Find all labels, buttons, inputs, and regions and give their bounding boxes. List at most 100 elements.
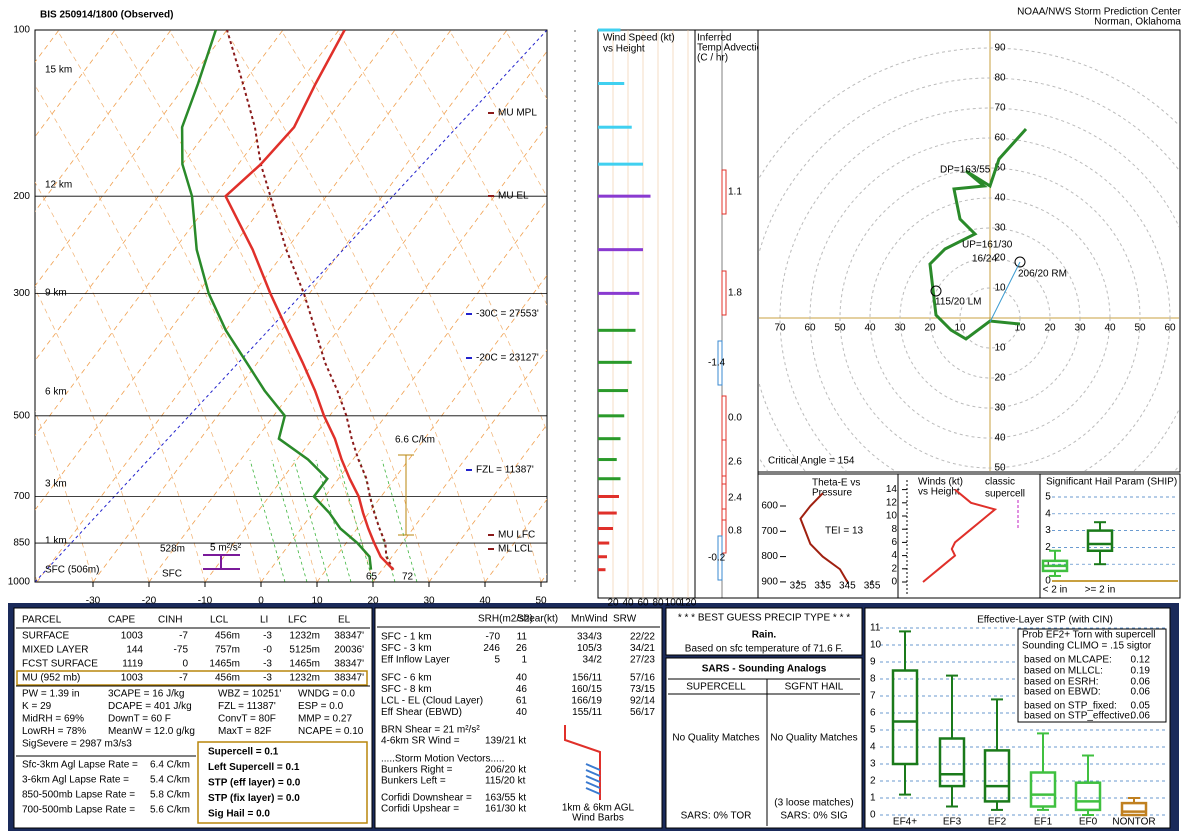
kin-cell: 34/21	[630, 643, 655, 654]
wind-bar	[598, 568, 606, 572]
barb-6km	[585, 763, 601, 771]
wh-title: Winds (kt)	[918, 477, 963, 488]
dry-adiabat	[35, 287, 150, 582]
hodo-ring-label: 60	[804, 323, 816, 334]
wind-bar	[598, 541, 610, 545]
wh-tag: supercell	[985, 489, 1025, 500]
hodo-ring-label: 40	[1104, 323, 1116, 334]
skewt-frame	[34, 29, 548, 583]
motion-name: Corfidi Upshear =	[381, 804, 459, 815]
wind-title: Wind Speed (kt)	[603, 33, 675, 44]
advection-bar	[721, 475, 727, 521]
kin-name: SFC - 6 km	[381, 673, 432, 684]
box-body	[891, 669, 919, 766]
stp-prob: Sounding CLIMO = .15 sigtor	[1022, 641, 1152, 652]
parcel-cell: 1119	[122, 659, 143, 670]
thetae-xlabel: 345	[839, 581, 856, 592]
stp-category: NONTOR	[1112, 817, 1155, 828]
parcel-cell: 38347'	[334, 631, 364, 642]
pressure-label: 500	[13, 410, 30, 421]
sars-panel	[665, 657, 863, 829]
hodo-ring-label: 60	[1164, 323, 1176, 334]
index-value: PW = 1.39 in	[22, 689, 80, 700]
sars-title: SARS - Sounding Analogs	[702, 664, 827, 675]
hodo-ring-label: 40	[994, 433, 1006, 444]
advection-bar	[717, 535, 723, 581]
hodo-ring	[759, 77, 1179, 471]
kin-header: MnWind	[571, 614, 608, 625]
parcel-cell: -3	[263, 673, 272, 684]
advection-value: -1.4	[708, 358, 726, 369]
hodo-ring-label: 50	[994, 463, 1006, 474]
stp-ylabel: 8	[870, 674, 876, 685]
kin-cell: 246	[483, 643, 500, 654]
height-label: 1 km	[45, 536, 67, 547]
ship-ylabel: 1	[1045, 559, 1051, 570]
wind-tick: 60	[637, 598, 649, 609]
composite-index: Sig Hail = 0.0	[208, 809, 270, 820]
temp-label: 10	[311, 596, 323, 607]
precip-panel	[665, 607, 863, 656]
storm-lm	[930, 285, 942, 297]
mu-highlight	[16, 670, 368, 686]
org: NOAA/NWS Storm Prediction Center	[1017, 7, 1182, 18]
index-value: DownT = 60 F	[108, 714, 171, 725]
hodo-ring	[839, 167, 1141, 469]
motion-name: Bunkers Right =	[381, 765, 453, 776]
stp-ylabel: 5	[870, 725, 876, 736]
stp-ylabel: 4	[870, 742, 876, 753]
kin-cell: 57/16	[630, 673, 655, 684]
parcel-cell: -7	[179, 673, 188, 684]
motion-value: 206/20 kt	[485, 765, 526, 776]
height-label: 6 km	[45, 387, 67, 398]
parcel-cell: -3	[263, 631, 272, 642]
wind-bar	[598, 437, 621, 441]
eff-top: 528m	[160, 544, 185, 555]
parcel-cell: 38347'	[334, 673, 364, 684]
wh-ylabel: 6	[891, 537, 897, 548]
hodo-ring-label: 30	[994, 403, 1006, 414]
advection-value: 0.0	[728, 413, 742, 424]
dry-adiabat	[224, 30, 486, 582]
dry-adiabat	[56, 30, 318, 582]
lapse-name: 850-500mb Lapse Rate =	[22, 790, 135, 801]
stp-based-value: 0.06	[1131, 677, 1151, 688]
kin-name: SFC - 3 km	[381, 643, 432, 654]
wh-ylabel: 14	[886, 484, 898, 495]
index-value: ConvT = 80F	[218, 714, 276, 725]
advection-value: 0.8	[728, 526, 742, 537]
kin-cell: 22/22	[630, 632, 655, 643]
lapse-value: 5.6 C/km	[150, 805, 190, 816]
sars-match: No Quality Matches	[770, 733, 857, 744]
sfc-dew: 65	[366, 572, 378, 583]
lapse-value: 5.4 C/km	[150, 775, 190, 786]
motion-name: Corfidi Downshear =	[381, 793, 472, 804]
kin-cell: 156/11	[572, 673, 602, 684]
kin-cell: 1	[521, 655, 527, 666]
sars-result: SARS: 0% TOR	[681, 811, 752, 822]
stp-category: EF1	[1034, 817, 1053, 828]
level-label: MU LFC	[498, 530, 535, 541]
stp-based: based on STP_effective:	[1024, 711, 1133, 722]
hodo-ring-label: 70	[774, 323, 786, 334]
temp-label: -20	[142, 596, 157, 607]
kin-cell: 26	[516, 643, 528, 654]
ship-ylabel: 4	[1045, 508, 1051, 519]
parcel-cell: 5125m	[289, 645, 320, 656]
stp-prob: Prob EF2+ Torn with supercell	[1022, 630, 1156, 641]
sr-wind: 4-6km SR Wind =	[381, 736, 460, 747]
sfc-temp: 72	[402, 572, 414, 583]
stp-category: EF4+	[893, 817, 917, 828]
kin-cell: 27/23	[630, 655, 655, 666]
kin-header: SRH(m2/s2)	[478, 614, 533, 625]
parcel-cell: 20036'	[334, 645, 364, 656]
index-value: FZL = 11387'	[218, 701, 276, 712]
wind-bar	[598, 458, 617, 462]
stp-ylabel: 1	[870, 793, 876, 804]
stp-based-value: 0.05	[1131, 701, 1151, 712]
thetae-ylabel: 900	[761, 577, 778, 588]
rm-vector	[989, 261, 1021, 323]
wind-bar	[598, 328, 636, 332]
index-value: K = 29	[22, 701, 52, 712]
